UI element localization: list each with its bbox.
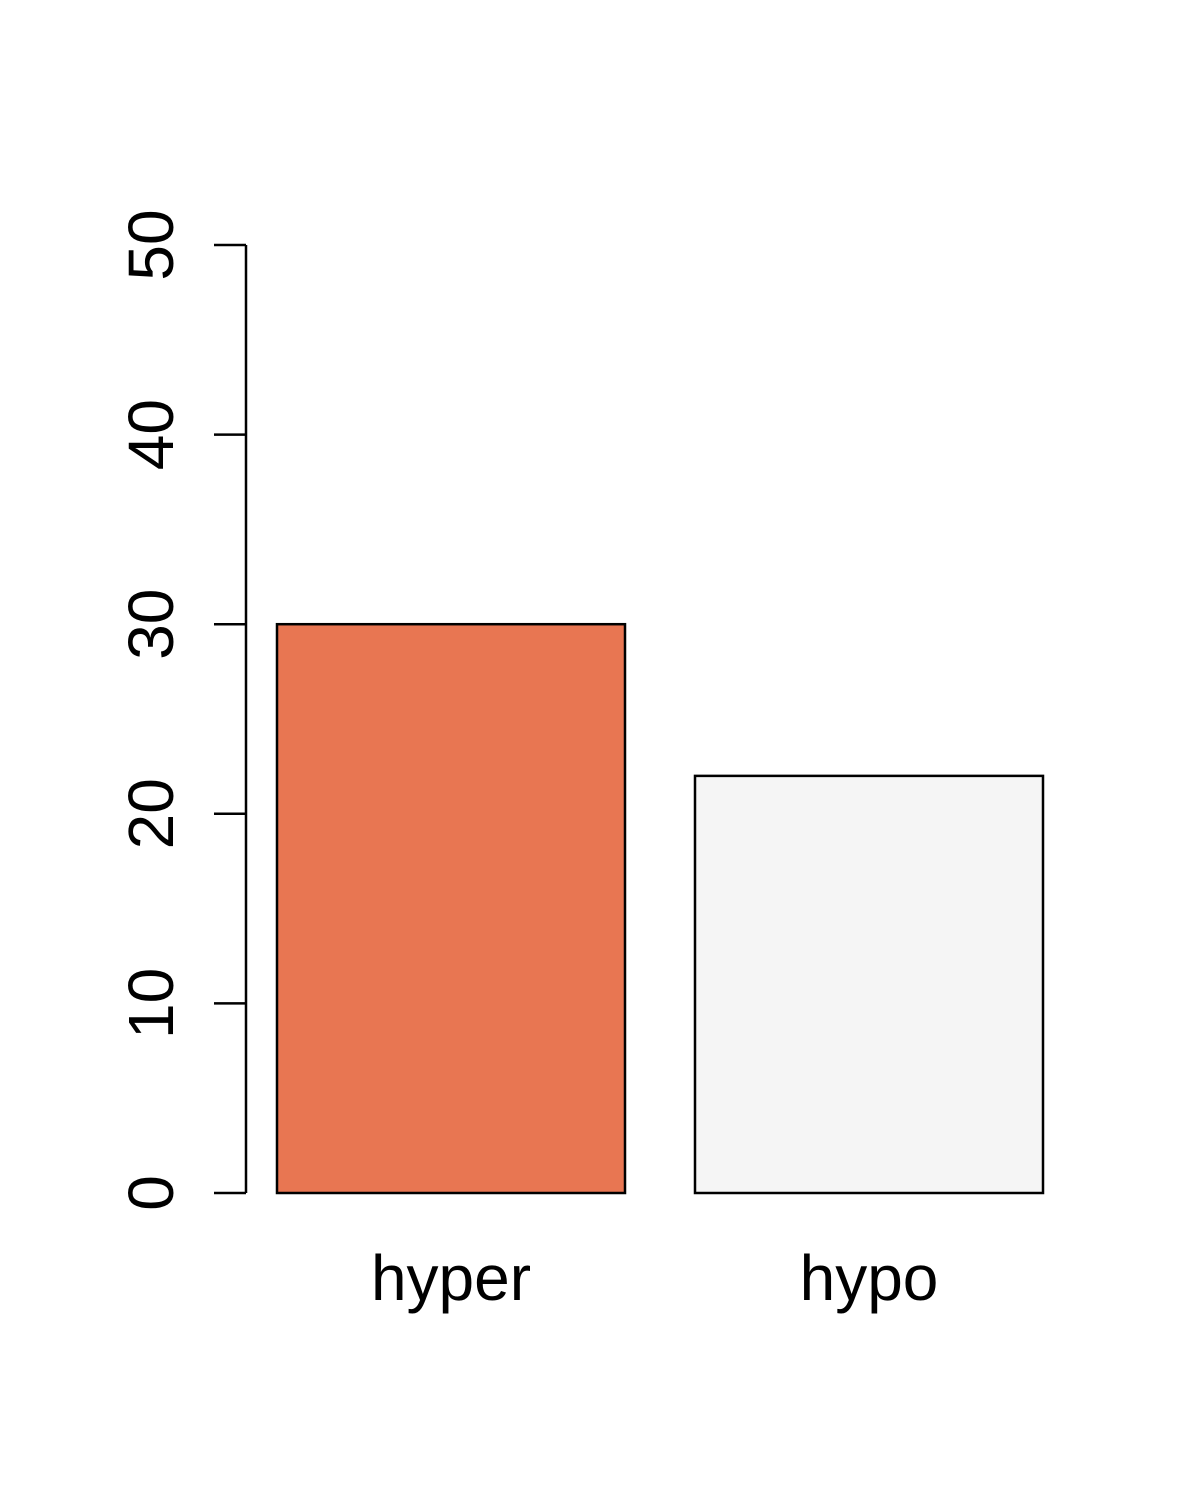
- x-axis-labels: hyper hypo: [371, 1242, 938, 1314]
- y-tick-label: 50: [115, 209, 187, 280]
- bar-hypo: [693, 774, 1045, 1195]
- y-tick-label: 20: [115, 778, 187, 849]
- bar-hyper: [275, 622, 627, 1195]
- x-category-label: hypo: [800, 1242, 939, 1314]
- y-tick-label: 0: [115, 1175, 187, 1211]
- x-category-label: hyper: [371, 1242, 531, 1314]
- bars: [275, 622, 1045, 1195]
- y-axis: 0 10 20 30 40 50: [115, 209, 248, 1211]
- y-tick-label: 30: [115, 589, 187, 660]
- y-tick-label: 10: [115, 968, 187, 1039]
- y-tick-label: 40: [115, 399, 187, 470]
